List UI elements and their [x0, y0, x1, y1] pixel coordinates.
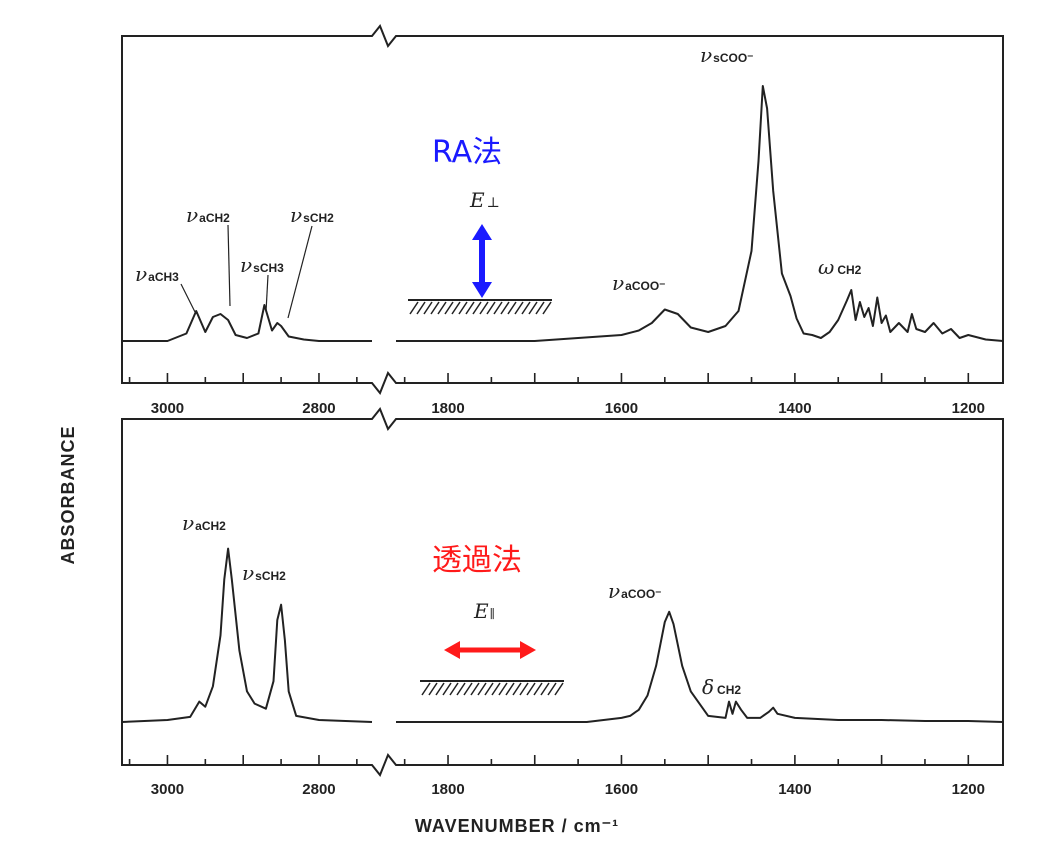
top-method-label: RA法	[432, 135, 502, 170]
x-tick-label: 1200	[952, 400, 985, 417]
top-field-diagram: E ⊥	[408, 188, 552, 315]
hatch-mark	[458, 301, 468, 315]
hatch-mark	[514, 301, 524, 315]
x-tick-label: 2800	[302, 781, 335, 798]
hatch-mark	[421, 682, 431, 696]
hatch-mark	[528, 301, 538, 315]
hatch-mark	[428, 682, 438, 696]
hatch-mark	[519, 682, 529, 696]
hatch-mark	[451, 301, 461, 315]
spectrum-segment-fingerprint	[396, 85, 1004, 342]
x-tick-label: 1800	[431, 400, 464, 417]
ann-nu-aCOO-b: νaCOO⁻	[608, 579, 662, 603]
hatch-mark	[535, 301, 545, 315]
hatch-mark	[444, 301, 454, 315]
parallel-arrowhead-left	[444, 641, 460, 659]
hatch-mark	[470, 682, 480, 696]
hatch-mark	[442, 682, 452, 696]
hatch-mark	[526, 682, 536, 696]
hatch-mark	[463, 682, 473, 696]
x-tick-label: 3000	[151, 400, 184, 417]
x-tick-label: 1200	[952, 781, 985, 798]
y-axis-title: ABSORBANCE	[58, 425, 78, 564]
ann-nu-sCH2: νsCH2	[290, 203, 334, 227]
hatch-mark	[486, 301, 496, 315]
hatch-mark	[547, 682, 557, 696]
hatch-mark	[521, 301, 531, 315]
perpendicular-arrowhead-down	[472, 282, 492, 298]
x-tick-label: 1600	[605, 781, 638, 798]
hatch-mark	[477, 682, 487, 696]
top-x-tick-labels: 3000 2800 1800 1600 1400 1200	[151, 400, 985, 417]
hatch-mark	[423, 301, 433, 315]
bottom-spectrum	[121, 547, 1004, 723]
hatch-mark	[491, 682, 501, 696]
ann-omega-CH2: ω CH2	[818, 255, 862, 279]
spectrum-segment-ch-stretch	[122, 304, 372, 342]
top-surface-hatch	[409, 301, 552, 315]
bottom-panel: 3000 2800 1800 1600 1400 1200 透過法 E∥ νaCH2 νs…	[121, 407, 1004, 798]
ann-nu-aCH2-b: νaCH2	[182, 511, 226, 535]
bottom-panel-frame	[121, 407, 1004, 777]
ann-nu-sCH2-b: νsCH2	[242, 561, 286, 585]
hatch-mark	[540, 682, 550, 696]
hatch-mark	[500, 301, 510, 315]
bottom-method-label: 透過法	[432, 543, 522, 578]
bottom-annotations: νaCH2 νsCH2 νaCOO⁻ δ CH2	[182, 511, 741, 699]
ann-delta-CH2: δ CH2	[702, 675, 741, 699]
x-tick-label: 1600	[605, 400, 638, 417]
hatch-mark	[507, 301, 517, 315]
ann-nu-sCOO: νsCOO⁻	[700, 43, 754, 67]
hatch-mark	[479, 301, 489, 315]
hatch-mark	[554, 682, 564, 696]
x-tick-label: 1400	[778, 400, 811, 417]
ann-nu-aCH3: νaCH3	[135, 262, 179, 286]
hatch-mark	[449, 682, 459, 696]
bottom-x-ticks	[128, 755, 970, 765]
top-panel-frame	[121, 24, 1004, 395]
spectrum-segment-fingerprint	[396, 610, 1004, 723]
x-tick-label: 1400	[778, 781, 811, 798]
hatch-mark	[437, 301, 447, 315]
ann-nu-aCOO: νaCOO⁻	[612, 271, 666, 295]
hatch-mark	[435, 682, 445, 696]
x-tick-label: 3000	[151, 781, 184, 798]
hatch-mark	[465, 301, 475, 315]
x-tick-label: 1800	[431, 781, 464, 798]
x-tick-label: 2800	[302, 400, 335, 417]
top-panel: 3000 2800 1800 1600 1400 1200 RA法 E ⊥ νaCH3 νa…	[121, 24, 1004, 417]
bottom-x-tick-labels: 3000 2800 1800 1600 1400 1200	[151, 781, 985, 798]
hatch-mark	[493, 301, 503, 315]
hatch-mark	[472, 301, 482, 315]
parallel-arrowhead-right	[520, 641, 536, 659]
hatch-mark	[505, 682, 515, 696]
hatch-mark	[542, 301, 552, 315]
hatch-mark	[430, 301, 440, 315]
hatch-mark	[456, 682, 466, 696]
spectrum-segment-ch-stretch	[121, 547, 373, 723]
bottom-field-label: E∥	[473, 599, 495, 623]
top-spectrum	[122, 85, 1004, 342]
hatch-mark	[512, 682, 522, 696]
bottom-field-diagram: E∥	[420, 599, 564, 696]
hatch-mark	[409, 301, 419, 315]
x-axis-title: WAVENUMBER / cm⁻¹	[415, 816, 619, 836]
hatch-mark	[498, 682, 508, 696]
hatch-mark	[484, 682, 494, 696]
top-x-ticks	[128, 373, 970, 383]
perpendicular-arrowhead-up	[472, 224, 492, 240]
ann-nu-sCH3: νsCH3	[240, 253, 284, 277]
ann-nu-aCH2: νaCH2	[186, 203, 230, 227]
bottom-surface-hatch	[421, 682, 564, 696]
hatch-mark	[533, 682, 543, 696]
hatch-mark	[416, 301, 426, 315]
top-field-label: E ⊥	[469, 188, 500, 212]
